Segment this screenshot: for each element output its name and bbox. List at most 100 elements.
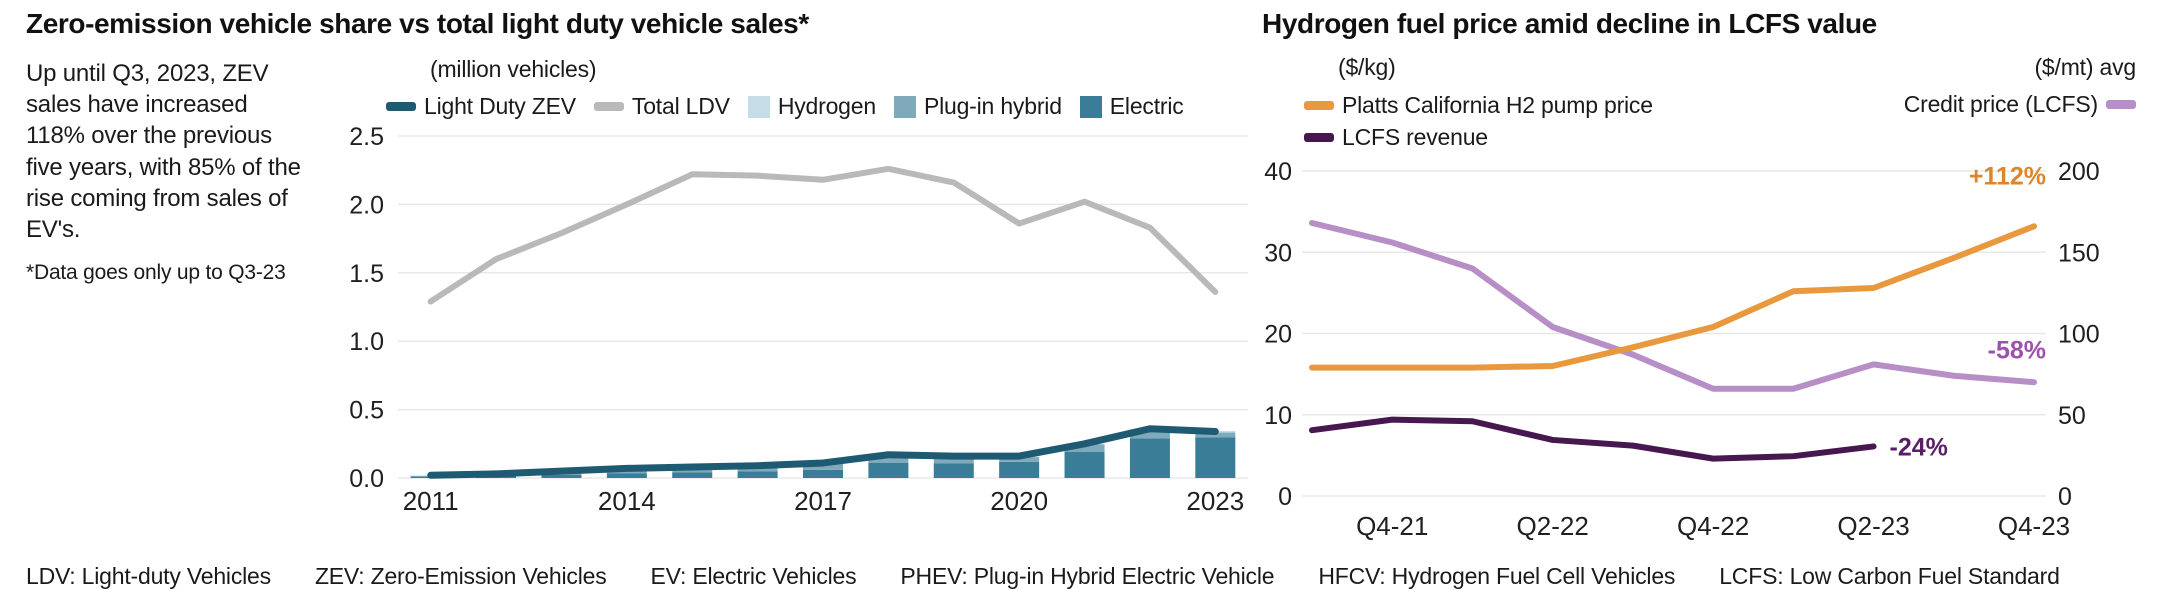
line-lcfs-revenue <box>1309 416 1877 462</box>
legend-label: Total LDV <box>631 93 730 119</box>
legend-swatch-icon <box>747 95 770 118</box>
x-tick-label: Q4-22 <box>1677 511 1749 541</box>
hydrogen-lcfs-chart: 0 0 10 50 20 100 30 150 40 200 -58% -24% +112% Q4-21 Q… <box>1264 158 2100 541</box>
right-y-tick-label: 50 <box>2058 402 2086 430</box>
x-tick-label: Q2-23 <box>1837 511 1909 541</box>
line-platts-california-h2-pump-price <box>1309 223 2037 371</box>
bar-segment-electric <box>1064 452 1105 478</box>
bar-segment-electric <box>1129 438 1170 478</box>
y-tick-label: 0.0 <box>349 465 384 493</box>
zev-sales-chart: 0.0 0.5 1.0 1.5 2.0 2.5 2011 2014 2017 2020 2023 <box>349 126 1248 516</box>
right-y-tick-label: 150 <box>2058 239 2100 267</box>
trend-annotation-credit-price-lcfs: -58% <box>1988 336 2046 364</box>
abbreviations-footer: LDV: Light-duty Vehicles ZEV: Zero-Emissi… <box>0 563 2164 590</box>
trend-annotation-platts-california-h2-pump-price: +112% <box>1969 162 2046 190</box>
x-tick-label: 2020 <box>990 486 1048 516</box>
left-y-tick-label: 20 <box>1264 321 1292 349</box>
right-y-tick-label: 200 <box>2058 158 2100 186</box>
legend-item-total-ldv: Total LDV <box>593 93 730 120</box>
x-tick-label: Q2-22 <box>1517 511 1589 541</box>
hydrogen-legend-right: Credit price (LCFS) <box>1904 91 2136 118</box>
x-tick-label: Q4-23 <box>1998 511 2070 541</box>
legend-label: Plug-in hybrid <box>923 93 1062 119</box>
right-axis-unit-label: ($/mt) avg <box>2034 54 2136 80</box>
x-tick-label: 2017 <box>794 486 852 516</box>
trend-annotation-lcfs-revenue: -24% <box>1890 433 1948 461</box>
bar-segment-electric <box>737 471 778 478</box>
bar-segment-plug-in-hybrid <box>803 463 843 470</box>
legend-item-lcfs-revenue: LCFS revenue <box>1304 124 1488 151</box>
zev-footnote: *Data goes only up to Q3-23 <box>26 261 286 285</box>
hydrogen-chart-section: Hydrogen fuel price amid decline in LCFS… <box>1262 0 2164 543</box>
abbreviation-item: PHEV: Plug-in Hybrid Electric Vehicle <box>900 563 1275 589</box>
legend-item-light-duty-zev: Light Duty ZEV <box>386 93 576 120</box>
y-tick-label: 1.5 <box>349 260 384 288</box>
zev-annotation: Up until Q3, 2023, ZEV sales have increa… <box>26 60 301 243</box>
hydrogen-chart-title: Hydrogen fuel price amid decline in LCFS… <box>1262 8 1877 39</box>
bar-segment-electric <box>933 463 974 478</box>
abbreviation-item: ZEV: Zero-Emission Vehicles <box>314 563 607 589</box>
legend-item-credit-price-lcfs: Credit price (LCFS) <box>1904 91 2136 118</box>
bar-segment-electric <box>803 469 843 478</box>
right-y-tick-label: 100 <box>2058 321 2100 349</box>
legend-label: Electric <box>1109 93 1184 119</box>
y-tick-label: 1.0 <box>349 328 384 356</box>
legend-swatch-icon <box>1079 95 1102 118</box>
zev-chart-title: Zero-emission vehicle share vs total lig… <box>26 8 809 39</box>
legend-label: Light Duty ZEV <box>424 93 576 119</box>
x-tick-label: 2014 <box>598 486 656 516</box>
legend-label: Credit price (LCFS) <box>1903 90 2098 117</box>
bar-segment-plug-in-hybrid <box>933 457 974 464</box>
abbreviation-item: LDV: Light-duty Vehicles <box>26 563 271 589</box>
legend-swatch-icon <box>893 95 916 118</box>
zev-chart-section: Zero-emission vehicle share vs total lig… <box>26 8 1262 516</box>
zev-units-label: (million vehicles) <box>430 56 597 82</box>
charts-row: Zero-emission vehicle share vs total lig… <box>26 0 2164 543</box>
left-y-tick-label: 30 <box>1264 239 1292 267</box>
abbreviation-item: HFCV: Hydrogen Fuel Cell Vehicles <box>1318 563 1676 589</box>
hydrogen-legend-left: Platts California H2 pump price <box>1304 89 1653 119</box>
left-y-tick-label: 0 <box>1278 483 1292 511</box>
legend-item-electric: Electric <box>1079 93 1184 120</box>
zev-chart-area: (million vehicles) Light Duty ZEV Total L… <box>318 54 1262 516</box>
x-tick-label: Q4-21 <box>1356 511 1428 541</box>
line-credit-price-lcfs <box>1309 220 2037 392</box>
abbreviation-item: LCFS: Low Carbon Fuel Standard <box>1719 563 2060 589</box>
legend-swatch-icon <box>1304 101 1334 110</box>
y-tick-label: 2.5 <box>349 126 384 151</box>
legend-swatch-icon <box>2106 99 2136 109</box>
right-y-tick-label: 0 <box>2058 483 2072 511</box>
bar-segment-electric <box>999 461 1040 478</box>
hydrogen-units-row: ($/kg) ($/mt) avg <box>1338 54 2136 81</box>
legend-label: Hydrogen <box>777 93 876 119</box>
y-tick-label: 2.0 <box>349 191 384 219</box>
legend-label: Platts California H2 pump price <box>1342 92 1653 118</box>
left-y-tick-label: 10 <box>1264 402 1292 430</box>
zev-legend: Light Duty ZEV Total LDV Hydrogen Plug-in h… <box>386 93 1262 120</box>
bar-segment-electric <box>1195 437 1236 478</box>
bar-segment-electric <box>606 473 647 478</box>
bar-segment-plug-in-hybrid <box>1129 429 1170 439</box>
legend-swatch-icon <box>593 102 624 111</box>
left-axis-unit-label: ($/kg) <box>1338 54 1396 80</box>
y-tick-label: 0.5 <box>349 397 384 425</box>
legend-swatch-icon <box>386 102 416 111</box>
bar-segment-electric <box>541 474 582 478</box>
zev-chart-body: Up until Q3, 2023, ZEV sales have increa… <box>26 54 1262 516</box>
hydrogen-legend-row-2: LCFS revenue <box>1304 124 2136 151</box>
left-y-tick-label: 40 <box>1264 158 1292 186</box>
abbreviation-item: EV: Electric Vehicles <box>650 563 857 589</box>
x-tick-label: 2011 <box>403 486 459 516</box>
legend-item-hydrogen: Hydrogen <box>747 93 876 120</box>
bar-segment-electric <box>868 462 909 478</box>
legend-item-platts-california-h2-pump-price: Platts California H2 pump price <box>1304 92 1653 119</box>
bar-segment-plug-in-hybrid <box>1064 444 1105 453</box>
line-light-duty-zev <box>427 425 1219 479</box>
hydrogen-legend-row-1: Platts California H2 pump price Credit p… <box>1304 89 2136 119</box>
zev-annotation-block: Up until Q3, 2023, ZEV sales have increa… <box>26 54 318 516</box>
legend-swatch-icon <box>1304 133 1334 142</box>
bar-segment-electric <box>672 472 713 478</box>
legend-label: LCFS revenue <box>1342 124 1488 150</box>
line-total-ldv <box>427 165 1219 305</box>
